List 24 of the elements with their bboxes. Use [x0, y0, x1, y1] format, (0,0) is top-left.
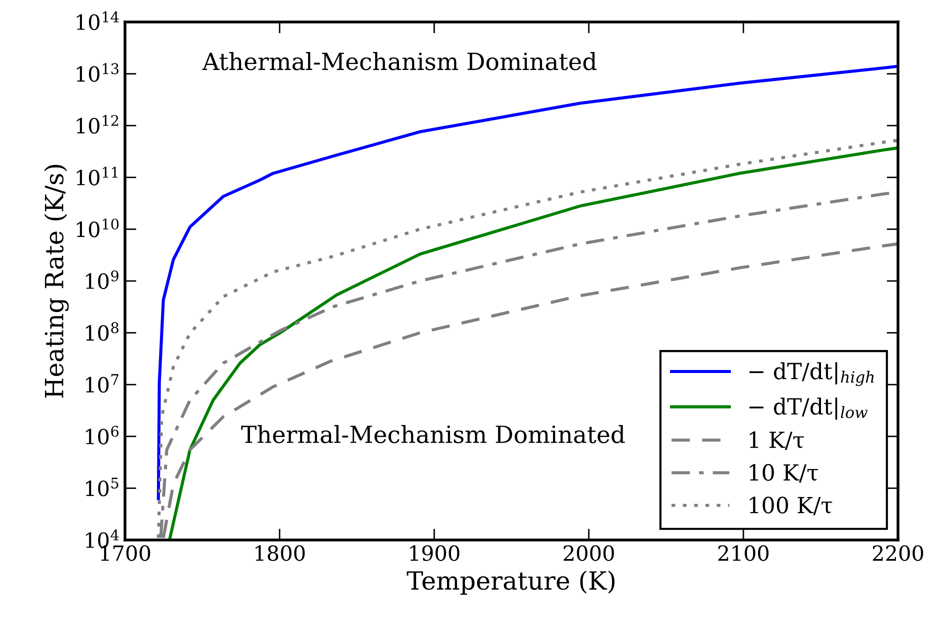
y-axis-title: Heating Rate (K/s) — [44, 164, 69, 398]
legend-label: − dT/dt|$_{high}$ — [749, 362, 874, 386]
annotation: Athermal-Mechanism Dominated — [202, 52, 597, 70]
legend-label: − dT/dt|$_{low}$ — [749, 397, 868, 420]
y-tick-label: 10$^{5}$ — [86, 478, 118, 496]
annotation: Thermal-Mechanism Dominated — [241, 424, 625, 444]
legend-label: 10 K/τ — [750, 464, 818, 483]
x-tick-label: 1800 — [256, 545, 305, 561]
y-tick-label: 10$^{7}$ — [86, 374, 118, 393]
y-tick-label: 10$^{8}$ — [86, 322, 118, 341]
x-axis-title: Temperature (K) — [406, 570, 614, 595]
y-tick-label: 10$^{12}$ — [76, 114, 118, 134]
y-tick-label: 10$^{11}$ — [76, 166, 118, 186]
legend-label: 1 K/τ — [750, 431, 804, 450]
y-tick-label: 10$^{9}$ — [86, 270, 118, 290]
y-tick-label: 10$^{10}$ — [76, 218, 119, 238]
x-tick-label: 2000 — [564, 545, 614, 561]
x-tick-label: 1900 — [410, 545, 460, 561]
y-tick-label: 10$^{14}$ — [76, 11, 119, 30]
x-tick-label: 2200 — [872, 545, 924, 561]
legend-label: 100 K/τ — [750, 496, 832, 516]
y-tick-label: 10$^{13}$ — [76, 63, 118, 82]
y-tick-label: 10$^{6}$ — [86, 426, 119, 444]
x-tick-label: 2100 — [718, 545, 769, 561]
